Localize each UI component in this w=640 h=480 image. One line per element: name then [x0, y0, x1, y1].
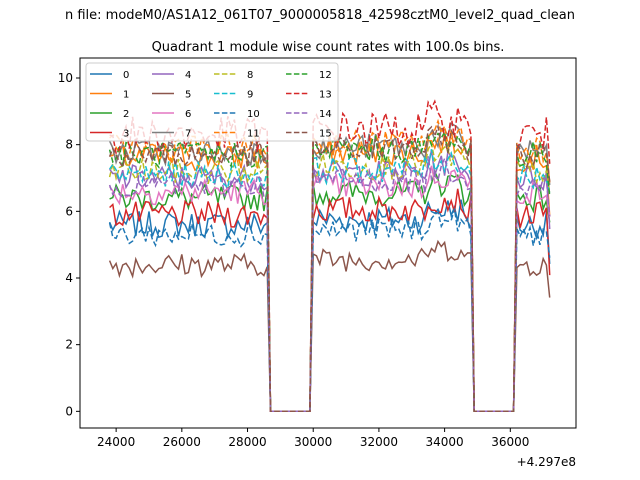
x-tick-label: 30000: [294, 435, 332, 449]
series-line-13: [109, 99, 551, 413]
legend-label-8: 8: [247, 70, 253, 81]
series-line-10: [108, 208, 551, 413]
series-line-12: [108, 129, 551, 413]
legend-label-7: 7: [185, 129, 191, 140]
x-tick-label: 28000: [228, 435, 266, 449]
y-tick-label: 8: [65, 138, 73, 152]
figure-suptitle: n file: modeM0/AS1A12_061T07_9000005818_…: [64, 8, 576, 23]
series-layer: [108, 99, 551, 413]
legend-label-15: 15: [319, 129, 332, 140]
y-tick-label: 4: [65, 271, 73, 285]
legend-label-10: 10: [247, 109, 260, 120]
y-tick-label: 0: [65, 404, 73, 418]
y-tick-label: 10: [58, 71, 73, 85]
legend-label-12: 12: [319, 70, 332, 81]
legend-label-6: 6: [185, 109, 191, 120]
series-line-7: [108, 121, 551, 413]
series-line-2: [109, 169, 551, 413]
series-line-5: [108, 239, 551, 413]
x-tick-label: 26000: [163, 435, 201, 449]
series-line-0: [108, 199, 551, 413]
legend-label-0: 0: [123, 70, 129, 81]
legend-label-14: 14: [319, 109, 332, 120]
chart-title: Quadrant 1 module wise count rates with …: [152, 40, 505, 55]
x-tick-label: 24000: [97, 435, 135, 449]
legend-label-1: 1: [123, 90, 129, 101]
axes-frame: [79, 57, 577, 429]
legend-label-4: 4: [185, 70, 191, 81]
legend-label-3: 3: [123, 129, 129, 140]
x-axis: 24000 26000 28000 30000 32000 34000 36000: [97, 428, 529, 449]
legend-label-2: 2: [123, 109, 129, 120]
x-tick-label: 32000: [360, 435, 398, 449]
legend-label-9: 9: [247, 90, 253, 101]
series-line-3: [109, 188, 551, 413]
x-tick-label: 34000: [426, 435, 464, 449]
x-tick-label: 36000: [491, 435, 529, 449]
legend-label-5: 5: [185, 90, 191, 101]
series-line-15: [108, 123, 551, 413]
x-offset-label: +4.297e8: [517, 455, 576, 469]
y-tick-label: 2: [65, 338, 73, 352]
series-line-14: [108, 156, 551, 413]
legend-label-13: 13: [319, 90, 332, 101]
y-axis: 0 2 4 6 8 10: [58, 71, 80, 418]
legend-label-11: 11: [247, 129, 260, 140]
legend-box: [85, 62, 339, 142]
y-tick-label: 6: [65, 204, 73, 218]
series-line-8: [108, 141, 551, 413]
